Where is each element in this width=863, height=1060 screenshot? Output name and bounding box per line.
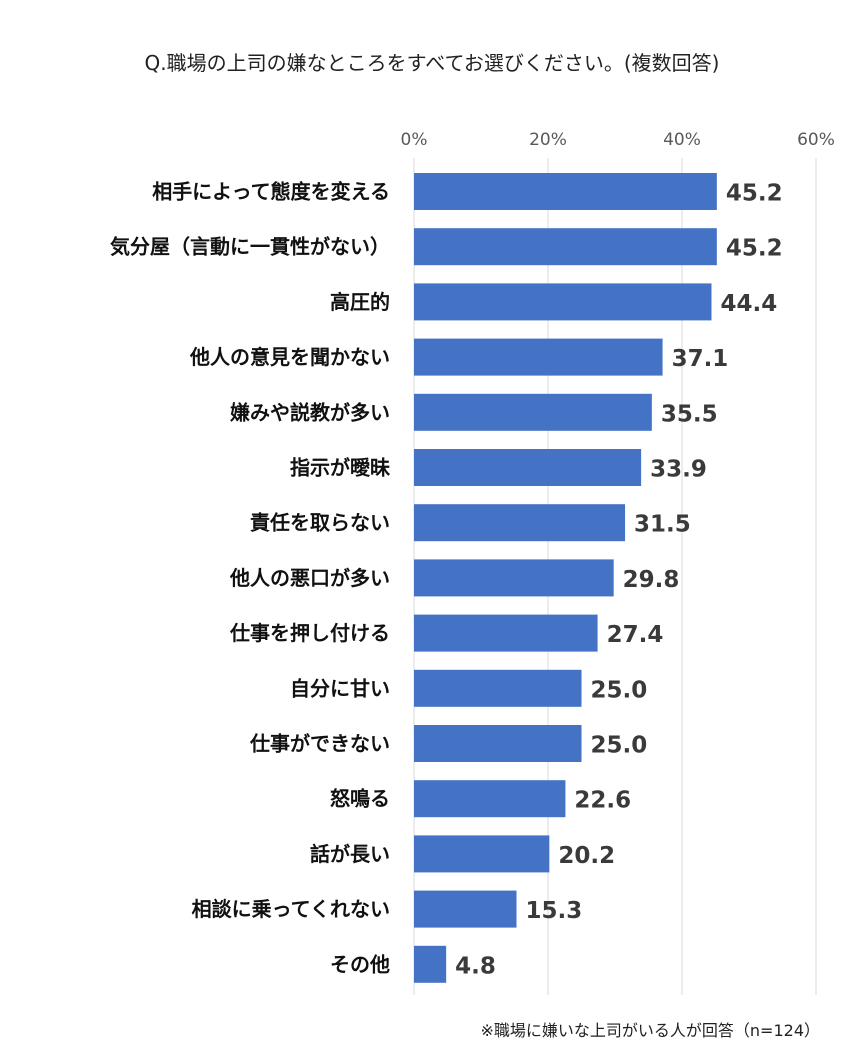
bar	[414, 835, 550, 873]
bar	[414, 725, 582, 762]
category-label: 高圧的	[330, 290, 390, 314]
value-label: 25.0	[591, 677, 648, 703]
x-tick-label: 0%	[401, 130, 428, 150]
value-label: 20.2	[558, 843, 615, 869]
bar	[414, 228, 717, 266]
value-label: 29.8	[623, 567, 680, 593]
bar	[414, 449, 642, 486]
value-label: 33.9	[650, 457, 707, 483]
value-label: 27.4	[607, 622, 664, 648]
value-label: 4.8	[455, 953, 496, 979]
category-label: 怒鳴る	[330, 787, 390, 811]
bars	[414, 173, 717, 983]
value-label: 15.3	[526, 898, 583, 924]
value-labels: 45.2 45.2 44.4 37.1 35.5 33.9 31.5 29.8 27.4 25.0…	[455, 181, 782, 980]
bar	[414, 283, 712, 321]
bar	[414, 338, 663, 376]
value-label: 45.2	[726, 181, 783, 207]
category-label: 話が長い	[310, 842, 390, 866]
x-tick-label: 20%	[529, 130, 567, 150]
category-label: 他人の悪口が多い	[229, 566, 390, 590]
x-axis-ticks: 0% 20% 40% 60%	[401, 130, 835, 150]
value-label: 31.5	[634, 512, 691, 538]
x-tick-label: 40%	[663, 130, 701, 150]
category-label: 気分屋（言動に一貫性がない）	[110, 235, 390, 259]
value-label: 45.2	[726, 236, 783, 262]
category-label: 相手によって態度を変える	[152, 180, 390, 204]
bar	[414, 669, 582, 707]
bar	[414, 393, 652, 431]
bar	[414, 173, 717, 210]
footnote: ※職場に嫌いな上司がいる人が回答（n=124）	[481, 1021, 821, 1040]
category-label: 嫌みや説教が多い	[230, 400, 390, 424]
category-label: その他	[330, 952, 390, 976]
value-label: 37.1	[672, 346, 729, 372]
category-label: 指示が曖昧	[290, 456, 391, 480]
bar	[414, 780, 566, 818]
x-tick-label: 60%	[797, 130, 835, 150]
bar	[414, 890, 517, 928]
value-label: 35.5	[661, 401, 718, 427]
value-label: 44.4	[720, 291, 777, 317]
category-label: 他人の意見を聞かない	[189, 345, 390, 369]
category-label: 責任を取らない	[250, 511, 390, 535]
value-label: 25.0	[591, 733, 648, 759]
bar	[414, 614, 598, 652]
chart-title: Q.職場の上司の嫌なところをすべてお選びください。(複数回答)	[145, 51, 720, 75]
category-label: 自分に甘い	[290, 676, 390, 700]
category-label: 相談に乗ってくれない	[192, 897, 390, 921]
bar	[414, 559, 614, 597]
bar	[414, 945, 447, 983]
category-label: 仕事を押し付ける	[229, 621, 390, 645]
category-label: 仕事ができない	[249, 732, 390, 756]
value-label: 22.6	[574, 788, 631, 814]
bar	[414, 504, 626, 542]
